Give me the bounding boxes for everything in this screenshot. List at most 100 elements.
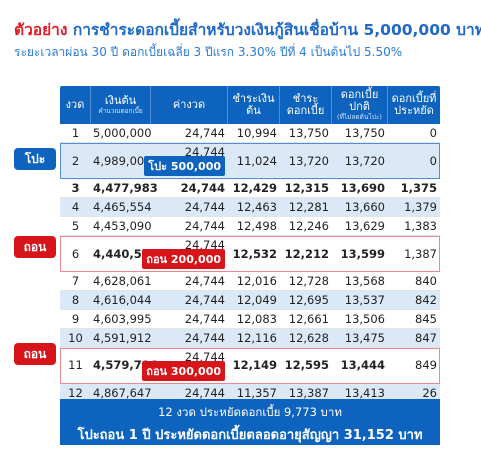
- cell-principal: 5,000,000: [93, 125, 152, 140]
- cell-normal-interest: 13,599: [340, 246, 385, 261]
- cell-normal-interest: 13,475: [344, 330, 385, 345]
- cell-payment: 24,744 ถอน 200,000: [142, 236, 228, 272]
- cell-paid-principal: 12,083: [236, 311, 277, 326]
- cell-payment: 24,744: [184, 330, 225, 345]
- cell-installment: 8: [71, 293, 80, 308]
- cell-paid-principal: 10,994: [236, 125, 277, 140]
- cell-saved: 1,375: [400, 181, 437, 196]
- cell-paid-interest: 12,661: [288, 311, 329, 326]
- cell-normal-interest: 13,750: [344, 125, 385, 140]
- table-row: 10 4,591,912 24,744 12,116 12,628 13,475…: [60, 328, 440, 348]
- cell-saved: 842: [415, 293, 437, 308]
- cell-principal: 4,477,983: [93, 181, 158, 196]
- table-row: 3 4,477,983 24,744 12,429 12,315 13,690 …: [60, 179, 440, 199]
- cell-payment: 24,744: [180, 181, 225, 196]
- table-row: 1 5,000,000 24,744 10,994 13,750 13,750 …: [60, 124, 440, 143]
- table-row: 9 4,603,995 24,744 12,083 12,661 13,506 …: [60, 310, 440, 329]
- cell-paid-interest: 12,595: [284, 358, 329, 373]
- table-header: งวด เงินต้น คำนวณดอกเบี้ย ค่างวด ชำระเงิน…: [60, 86, 440, 124]
- cell-paid-principal: 12,016: [236, 274, 277, 289]
- cell-normal-interest: 13,629: [344, 218, 385, 233]
- cell-payment: 24,744: [184, 200, 225, 215]
- amortization-table: งวด เงินต้น คำนวณดอกเบี้ย ค่างวด ชำระเงิน…: [60, 86, 440, 403]
- header-installment: งวด: [60, 86, 91, 124]
- cell-paid-interest: 13,387: [288, 386, 329, 401]
- title-prefix: ตัวอย่าง: [14, 21, 68, 39]
- cell-paid-principal: 12,116: [236, 330, 277, 345]
- cell-saved: 1,379: [404, 200, 437, 215]
- page-subtitle: ระยะเวลาผ่อน 30 ปี ดอกเบี้ยเฉลี่ย 3 ปีแร…: [14, 45, 403, 59]
- payment-amount: 24,744: [184, 349, 225, 364]
- header-paid-interest: ชำระดอกเบี้ย: [280, 86, 332, 124]
- cell-saved: 1,383: [404, 218, 437, 233]
- cell-principal: 4,453,090: [93, 218, 152, 233]
- table-row-payoff: 2 4,989,006 24,744 โปะ 500,000 11,024 13…: [60, 142, 440, 180]
- cell-payment: 24,744 โปะ 500,000: [144, 143, 228, 179]
- cell-paid-principal: 12,149: [232, 358, 277, 373]
- cell-paid-interest: 13,720: [288, 153, 329, 168]
- table-row: 4 4,465,554 24,744 12,463 12,281 13,660 …: [60, 198, 440, 217]
- cell-installment: 11: [68, 358, 83, 373]
- cell-paid-principal: 12,049: [236, 293, 277, 308]
- table-row-withdraw: 6 4,440,593 24,744 ถอน 200,000 12,532 12…: [60, 235, 440, 273]
- cell-paid-interest: 12,212: [284, 246, 329, 261]
- cell-normal-interest: 13,413: [344, 386, 385, 401]
- header-principal: เงินต้น คำนวณดอกเบี้ย: [91, 86, 151, 124]
- cell-paid-interest: 12,281: [288, 200, 329, 215]
- cell-payment: 24,744: [184, 218, 225, 233]
- cell-installment: 5: [71, 218, 80, 233]
- cell-payment: 24,744: [184, 293, 225, 308]
- cell-principal: 4,628,061: [93, 274, 152, 289]
- cell-principal: 4,616,044: [93, 293, 152, 308]
- summary-box: 12 งวด ประหยัดดอกเบี้ย 9,773 บาท โปะถอน …: [60, 399, 440, 445]
- summary-line-2: โปะถอน 1 ปี ประหยัดดอกเบี้ยตลอดอายุสัญญา…: [77, 428, 423, 443]
- table-body: 1 5,000,000 24,744 10,994 13,750 13,750 …: [60, 124, 440, 403]
- cell-principal: 4,591,912: [93, 330, 152, 345]
- cell-paid-interest: 12,246: [288, 218, 329, 233]
- cell-normal-interest: 13,568: [344, 274, 385, 289]
- cell-saved: 847: [415, 330, 437, 345]
- withdraw-tag: ถอน 200,000: [142, 249, 225, 270]
- cell-payment: 24,744: [184, 386, 225, 401]
- cell-installment: 9: [71, 311, 80, 326]
- table-row-withdraw: 11 4,579,796 24,744 ถอน 300,000 12,149 1…: [60, 347, 440, 385]
- cell-normal-interest: 13,690: [340, 181, 385, 196]
- cell-normal-interest: 13,720: [344, 153, 385, 168]
- cell-paid-principal: 12,498: [236, 218, 277, 233]
- cell-paid-interest: 12,628: [288, 330, 329, 345]
- payment-amount: 24,744: [184, 237, 225, 252]
- cell-saved: 1,387: [404, 246, 437, 261]
- table-row: 5 4,453,090 24,744 12,498 12,246 13,629 …: [60, 217, 440, 236]
- cell-normal-interest: 13,444: [340, 358, 385, 373]
- cell-normal-interest: 13,506: [344, 311, 385, 326]
- cell-saved: 849: [415, 358, 437, 373]
- cell-saved: 840: [415, 274, 437, 289]
- summary-line-1: 12 งวด ประหยัดดอกเบี้ย 9,773 บาท: [158, 405, 342, 419]
- withdraw-badge: ถอน: [14, 236, 56, 258]
- cell-principal: 4,579,796: [93, 358, 158, 373]
- cell-installment: 12: [68, 386, 83, 401]
- cell-payment: 24,744: [184, 125, 225, 140]
- header-saved-interest: ดอกเบี้ยที่ประหยัด: [391, 92, 437, 117]
- cell-paid-principal: 12,429: [232, 181, 277, 196]
- header-payment: ค่างวด: [151, 86, 228, 124]
- cell-saved: 845: [415, 311, 437, 326]
- payoff-badge: โปะ: [14, 148, 56, 170]
- cell-normal-interest: 13,537: [344, 293, 385, 308]
- header-paid-principal: ชำระเงินต้น: [228, 86, 280, 124]
- cell-principal: 4,465,554: [93, 200, 152, 215]
- payoff-tag: โปะ 500,000: [144, 156, 225, 177]
- payment-amount: 24,744: [184, 144, 225, 159]
- cell-principal: 4,603,995: [93, 311, 152, 326]
- cell-saved: 26: [422, 386, 437, 401]
- cell-payment: 24,744 ถอน 300,000: [142, 348, 228, 384]
- cell-paid-interest: 12,695: [288, 293, 329, 308]
- page-title: ตัวอย่าง การชำระดอกเบี้ยสำหรับวงเงินกู้ส…: [14, 17, 481, 42]
- cell-principal: 4,867,647: [93, 386, 152, 401]
- withdraw-badge: ถอน: [14, 343, 56, 365]
- cell-principal: 4,989,006: [93, 153, 152, 168]
- cell-saved: 0: [429, 153, 437, 168]
- withdraw-tag: ถอน 300,000: [142, 361, 225, 382]
- table-row: 7 4,628,061 24,744 12,016 12,728 13,568 …: [60, 272, 440, 292]
- table-row: 8 4,616,044 24,744 12,049 12,695 13,537 …: [60, 291, 440, 310]
